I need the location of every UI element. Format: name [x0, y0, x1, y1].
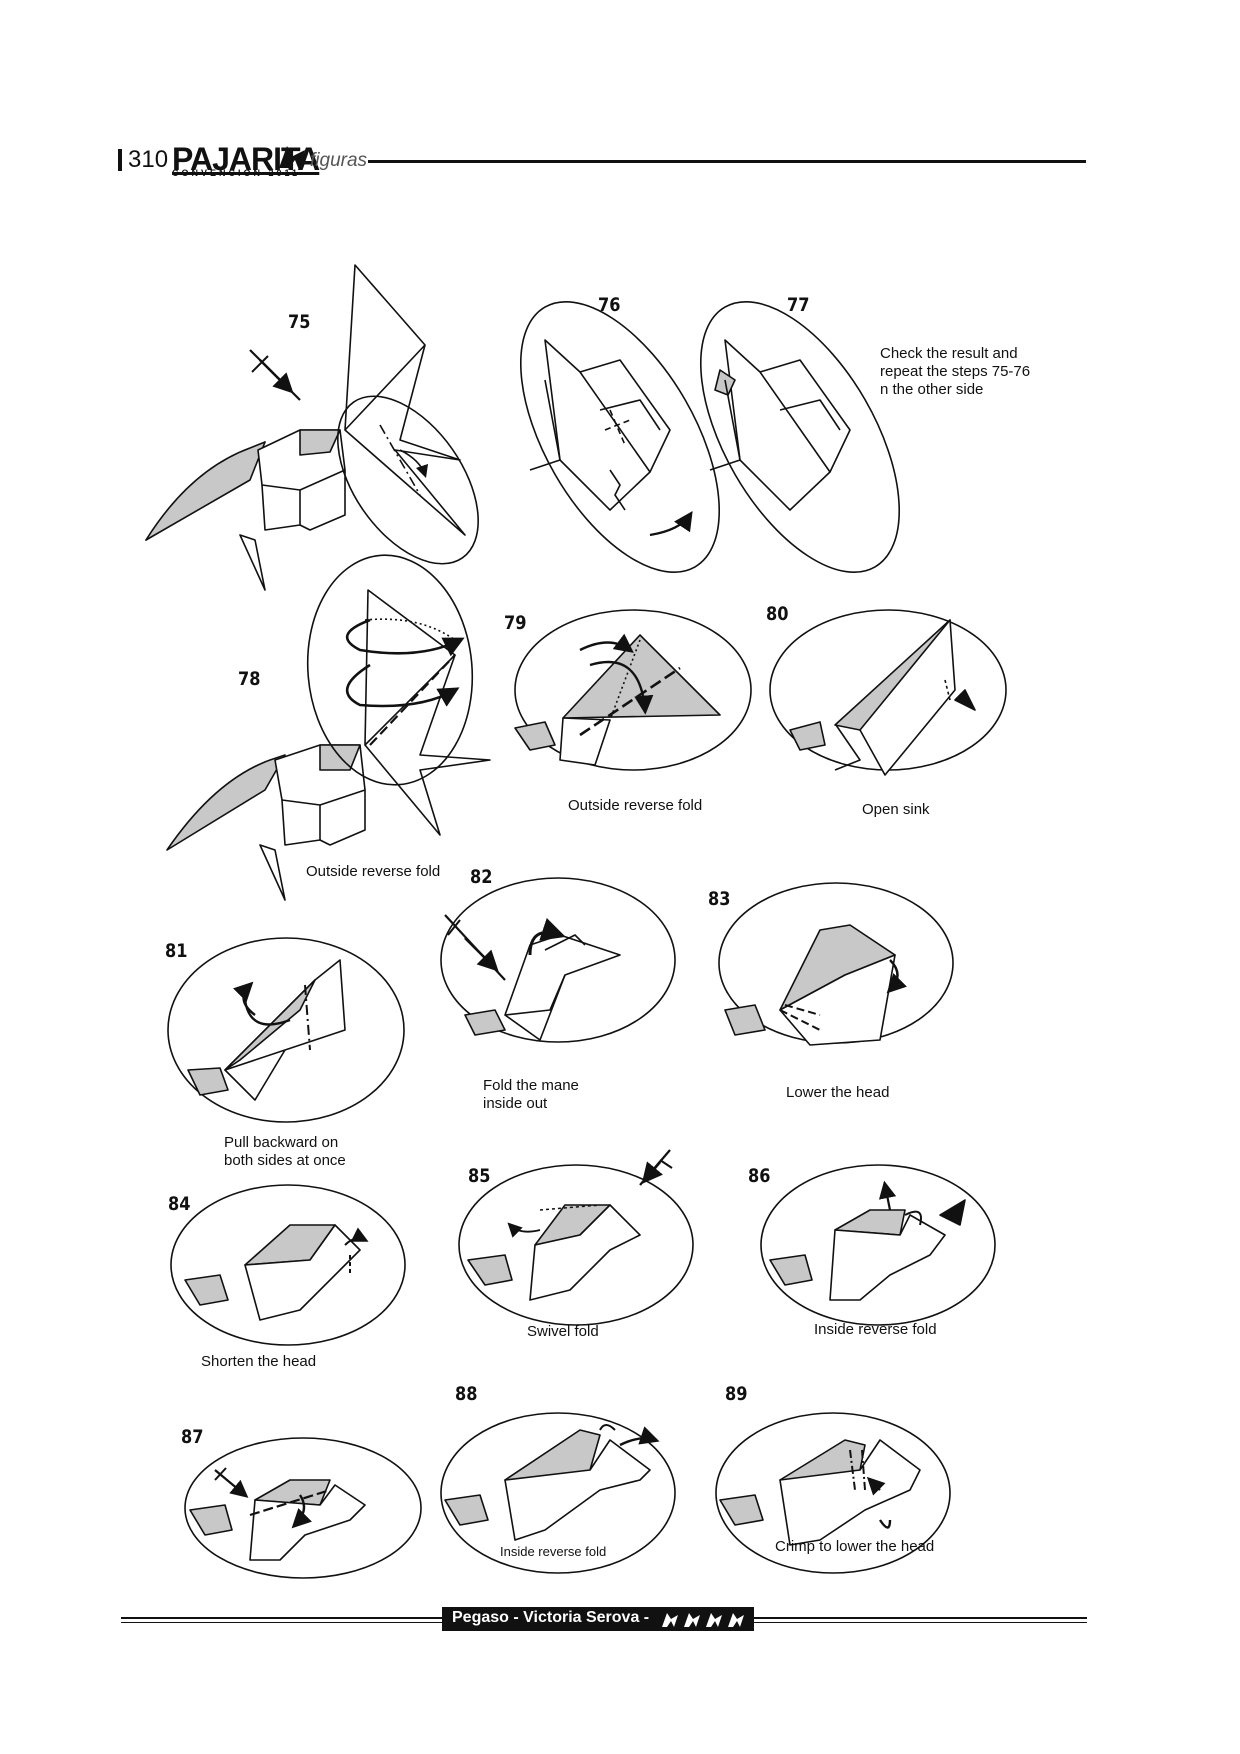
step-79-diagram: [514, 609, 752, 771]
footer-title-box: [442, 1607, 754, 1631]
step-caption: Lower the head: [786, 1084, 890, 1101]
step-caption: Shorten the head: [201, 1353, 317, 1370]
step-number: 76: [598, 294, 621, 316]
step-85-diagram: [458, 1149, 694, 1326]
step-number: 89: [725, 1383, 748, 1405]
step-number: 86: [748, 1165, 771, 1187]
step-89-diagram: [715, 1412, 951, 1574]
step-caption: Fold the mane inside out: [483, 1077, 579, 1112]
step-caption: Inside reverse fold: [814, 1321, 937, 1338]
step-caption: Crimp to lower the head: [775, 1538, 935, 1555]
step-81-diagram: [167, 937, 405, 1123]
section-label: figuras: [310, 150, 368, 171]
page-number: 310: [128, 146, 169, 173]
step-83-diagram: [718, 882, 954, 1046]
step-80-diagram: [769, 609, 1007, 776]
step-caption: Open sink: [862, 801, 930, 818]
page-footer: Pegaso - Victoria Serova -: [0, 1600, 1240, 1650]
step-number: 83: [708, 888, 731, 910]
step-number: 78: [238, 668, 261, 690]
step-number: 79: [504, 612, 527, 634]
step-number: 75: [288, 311, 311, 333]
step-75-diagram: [145, 264, 479, 591]
step-caption: Outside reverse fold: [306, 863, 441, 880]
step-number: 84: [168, 1193, 191, 1215]
step-number: 81: [165, 940, 188, 962]
page-header: 310 PAJARITA CONVENCION 2011 figuras: [0, 0, 1240, 200]
step-76-diagram: [519, 300, 721, 574]
step-88-diagram: [440, 1412, 676, 1574]
footer-title: Pegaso - Victoria Serova -: [452, 1609, 650, 1626]
step-caption: Check the result and repeat the steps 75…: [880, 345, 1031, 398]
step-caption: Inside reverse fold: [500, 1544, 607, 1559]
step-87-diagram: [184, 1437, 422, 1579]
step-86-diagram: [760, 1164, 996, 1326]
step-number: 80: [766, 603, 789, 625]
step-number: 88: [455, 1383, 478, 1405]
step-number: 85: [468, 1165, 491, 1187]
step-caption: Swivel fold: [527, 1323, 599, 1340]
magazine-brand-subtitle: CONVENCION 2011: [172, 168, 301, 178]
pajarita-logo-icon: [279, 146, 305, 170]
header-bar: [118, 149, 122, 171]
step-number: 87: [181, 1426, 204, 1448]
step-number: 77: [787, 294, 810, 316]
step-84-diagram: [170, 1184, 406, 1346]
header-rule: [368, 160, 1086, 163]
step-82-diagram: [440, 877, 676, 1043]
step-caption: Outside reverse fold: [568, 797, 703, 814]
step-78-diagram: [166, 554, 491, 901]
difficulty-bird-icon: [662, 1613, 744, 1627]
step-number: 82: [470, 866, 493, 888]
step-caption: Pull backward on both sides at once: [224, 1134, 346, 1169]
step-77-diagram: [699, 300, 901, 574]
